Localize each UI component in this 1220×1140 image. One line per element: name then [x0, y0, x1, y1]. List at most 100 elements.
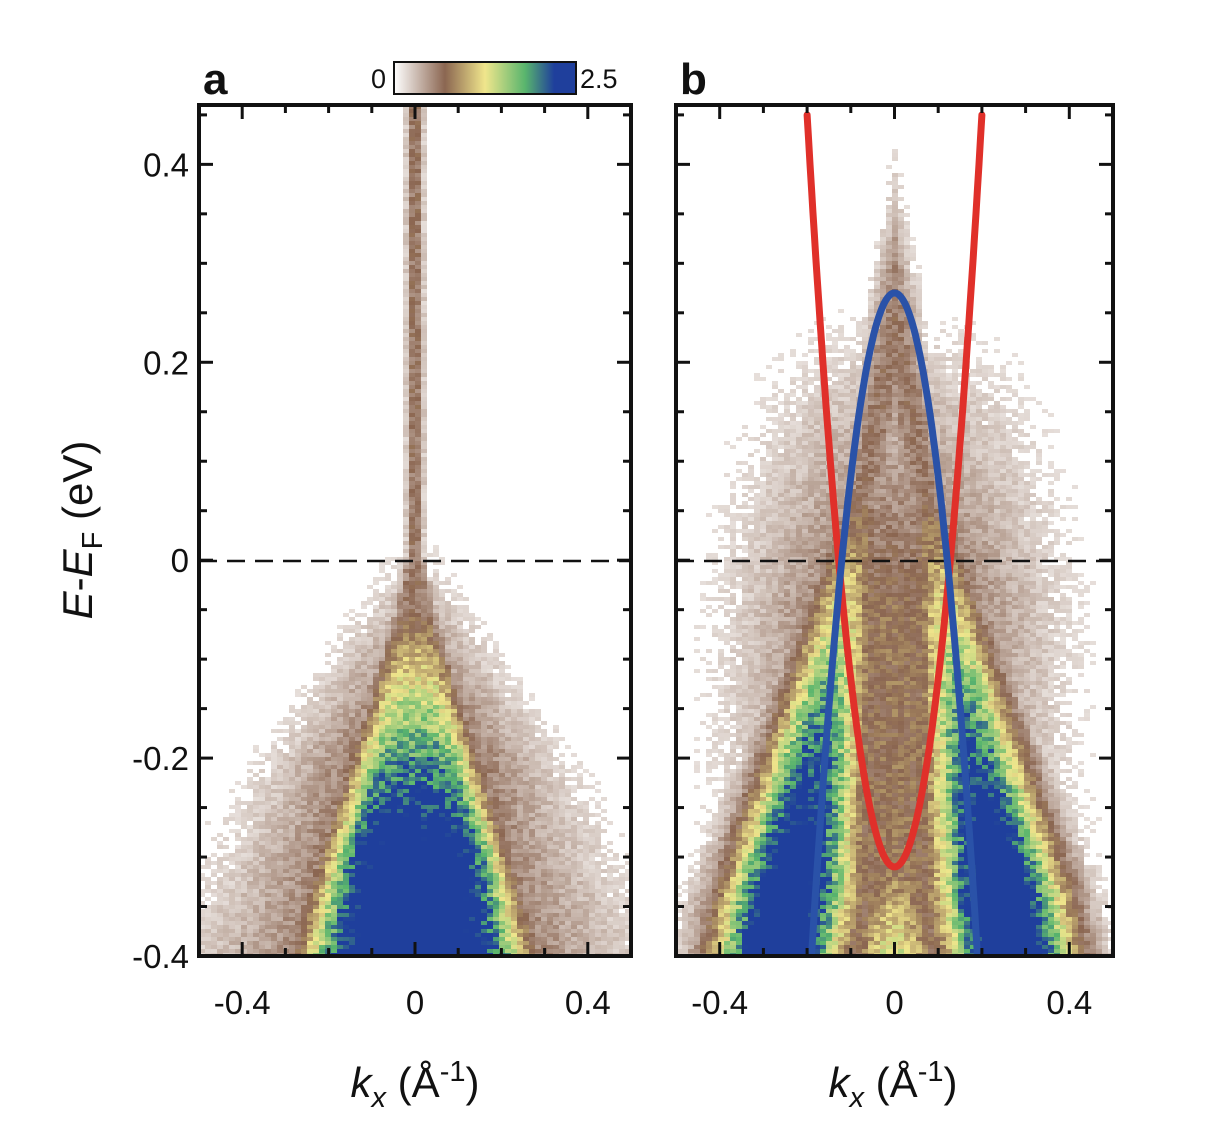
heatmap-cell — [439, 801, 445, 805]
heatmap-cell — [415, 561, 421, 565]
heatmap-cell — [373, 825, 379, 829]
heatmap-cell — [337, 685, 343, 689]
heatmap-cell — [553, 889, 559, 893]
heatmap-cell — [427, 673, 433, 677]
heatmap-cell — [421, 657, 427, 661]
heatmap-cell — [421, 669, 427, 673]
heatmap-cell — [469, 689, 475, 693]
heatmap-cell — [523, 913, 529, 917]
heatmap-cell — [457, 825, 463, 829]
heatmap-cell — [295, 829, 301, 833]
heatmap-cell — [445, 853, 451, 857]
heatmap-cell — [409, 169, 415, 173]
heatmap-cell — [517, 929, 523, 933]
heatmap-cell — [361, 637, 367, 641]
heatmap-cell — [475, 617, 481, 621]
heatmap-cell — [409, 541, 415, 545]
heatmap-cell — [487, 805, 493, 809]
heatmap-cell — [529, 797, 535, 801]
heatmap-cell — [565, 873, 571, 877]
heatmap-cell — [613, 921, 619, 925]
heatmap-cell — [475, 697, 481, 701]
heatmap-cell — [475, 901, 481, 905]
heatmap-cell — [409, 841, 415, 845]
heatmap-cell — [205, 885, 211, 889]
heatmap-cell — [295, 945, 301, 949]
heatmap-cell — [361, 777, 367, 781]
heatmap-cell — [463, 781, 469, 785]
heatmap-cell — [355, 829, 361, 833]
heatmap-cell — [505, 917, 511, 921]
heatmap-cell — [523, 753, 529, 757]
heatmap-cell — [391, 929, 397, 933]
heatmap-cell — [259, 833, 265, 837]
heatmap-cell — [433, 769, 439, 773]
heatmap-cell — [403, 365, 409, 369]
heatmap-cell — [409, 401, 415, 405]
heatmap-cell — [391, 845, 397, 849]
heatmap-cell — [415, 865, 421, 869]
heatmap-cell — [271, 849, 277, 853]
heatmap-cell — [409, 805, 415, 809]
heatmap-cell — [391, 633, 397, 637]
heatmap-cell — [235, 821, 241, 825]
heatmap-cell — [289, 737, 295, 741]
heatmap-cell — [481, 893, 487, 897]
heatmap-cell — [559, 865, 565, 869]
heatmap-cell — [283, 777, 289, 781]
heatmap-cell — [451, 917, 457, 921]
heatmap-cell — [517, 729, 523, 733]
heatmap-cell — [409, 289, 415, 293]
heatmap-cell — [499, 801, 505, 805]
heatmap-cell — [595, 805, 601, 809]
heatmap-cell — [577, 941, 583, 945]
heatmap-cell — [553, 877, 559, 881]
heatmap-cell — [487, 817, 493, 821]
heatmap-cell — [421, 833, 427, 837]
heatmap-cell — [361, 801, 367, 805]
heatmap-cell — [235, 897, 241, 901]
heatmap-cell — [487, 701, 493, 705]
heatmap-cell — [619, 929, 625, 933]
heatmap-cell — [373, 829, 379, 833]
heatmap-cell — [373, 761, 379, 765]
heatmap-cell — [295, 881, 301, 885]
heatmap-cell — [523, 917, 529, 921]
heatmap-cell — [355, 801, 361, 805]
heatmap-cell — [463, 921, 469, 925]
heatmap-cell — [409, 769, 415, 773]
heatmap-cell — [547, 945, 553, 949]
heatmap-cell — [367, 717, 373, 721]
heatmap-cell — [223, 893, 229, 897]
heatmap-cell — [421, 717, 427, 721]
heatmap-cell — [463, 797, 469, 801]
heatmap-cell — [313, 713, 319, 717]
heatmap-cell — [391, 585, 397, 589]
heatmap-cell — [295, 805, 301, 809]
heatmap-cell — [487, 893, 493, 897]
heatmap-cell — [463, 933, 469, 937]
heatmap-cell — [613, 905, 619, 909]
heatmap-cell — [523, 785, 529, 789]
heatmap-cell — [295, 777, 301, 781]
heatmap-cell — [295, 817, 301, 821]
heatmap-cell — [439, 601, 445, 605]
heatmap-cell — [403, 813, 409, 817]
heatmap-cell — [391, 869, 397, 873]
heatmap-cell — [271, 933, 277, 937]
heatmap-cell — [421, 765, 427, 769]
heatmap-cell — [307, 941, 313, 945]
heatmap-cell — [313, 909, 319, 913]
heatmap-cell — [619, 833, 625, 837]
heatmap-cell — [325, 869, 331, 873]
heatmap-cell — [343, 885, 349, 889]
heatmap-cell — [445, 753, 451, 757]
heatmap-cell — [403, 241, 409, 245]
heatmap-cell — [361, 917, 367, 921]
heatmap-cell — [259, 869, 265, 873]
heatmap-cell — [319, 853, 325, 857]
heatmap-cell — [307, 797, 313, 801]
heatmap-cell — [415, 445, 421, 449]
heatmap-cell — [421, 609, 427, 613]
heatmap-cell — [529, 693, 535, 697]
